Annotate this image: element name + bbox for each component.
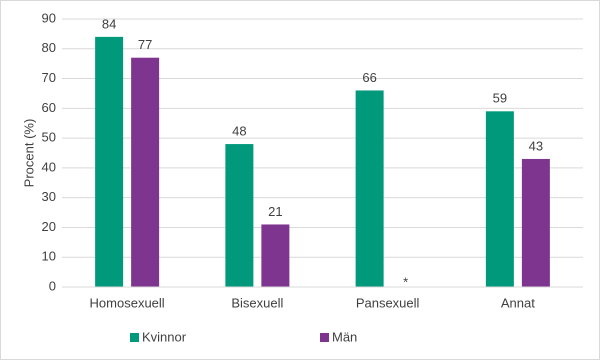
x-tick-label: Annat	[501, 295, 535, 310]
value-label: *	[403, 274, 408, 289]
value-label: 21	[268, 204, 282, 219]
bar	[131, 57, 160, 287]
value-label: 84	[102, 16, 116, 31]
value-label: 59	[493, 91, 507, 106]
bar	[355, 90, 384, 287]
y-tick-label: 80	[42, 40, 56, 55]
x-tick-label: Bisexuell	[231, 295, 283, 310]
y-tick-label: 10	[42, 249, 56, 264]
y-tick-label: 90	[42, 10, 56, 25]
legend-swatch	[320, 333, 329, 342]
y-tick-label: 40	[42, 159, 56, 174]
value-label: 77	[138, 37, 152, 52]
y-tick-label: 0	[49, 278, 56, 293]
value-label: 43	[529, 138, 543, 153]
y-tick-label: 50	[42, 130, 56, 145]
bar	[95, 36, 124, 287]
y-tick-label: 20	[42, 219, 56, 234]
bar	[521, 158, 550, 287]
legend-label: Kvinnor	[142, 329, 187, 344]
value-label: 66	[362, 70, 376, 85]
y-tick-label: 60	[42, 100, 56, 115]
y-axis-label: Procent (%)	[21, 119, 36, 188]
legend-swatch	[130, 333, 139, 342]
bar	[225, 144, 254, 287]
y-tick-label: 70	[42, 70, 56, 85]
x-tick-label: Pansexuell	[356, 295, 420, 310]
y-tick-label: 30	[42, 189, 56, 204]
bar	[485, 111, 514, 287]
value-label: 48	[232, 124, 246, 139]
bar	[261, 224, 290, 287]
x-tick-label: Homosexuell	[90, 295, 165, 310]
legend-label: Män	[332, 329, 357, 344]
